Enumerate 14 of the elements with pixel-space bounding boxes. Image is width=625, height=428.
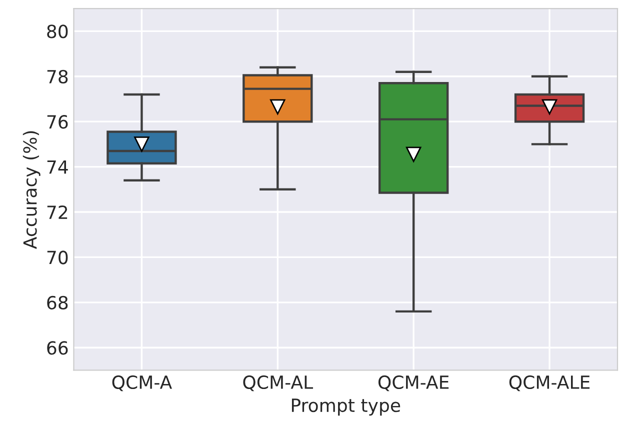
x-tick-label: QCM-A [112, 375, 172, 392]
x-tick-label: QCM-ALE [509, 375, 590, 392]
x-axis-title: Prompt type [292, 398, 400, 416]
y-tick-label: 68 [47, 296, 68, 310]
y-tick-label: 66 [47, 341, 68, 355]
x-tick-label: QCM-AE [378, 375, 449, 392]
y-tick-label: 70 [47, 250, 68, 264]
y-tick-label: 78 [47, 70, 68, 84]
y-tick-label: 80 [47, 24, 68, 38]
x-tick-label: QCM-AL [243, 375, 314, 392]
y-axis-title: Accuracy (%) [22, 131, 40, 249]
y-tick-label: 72 [47, 205, 68, 219]
y-tick-label: 74 [47, 160, 68, 174]
y-tick-label: 76 [47, 115, 68, 129]
